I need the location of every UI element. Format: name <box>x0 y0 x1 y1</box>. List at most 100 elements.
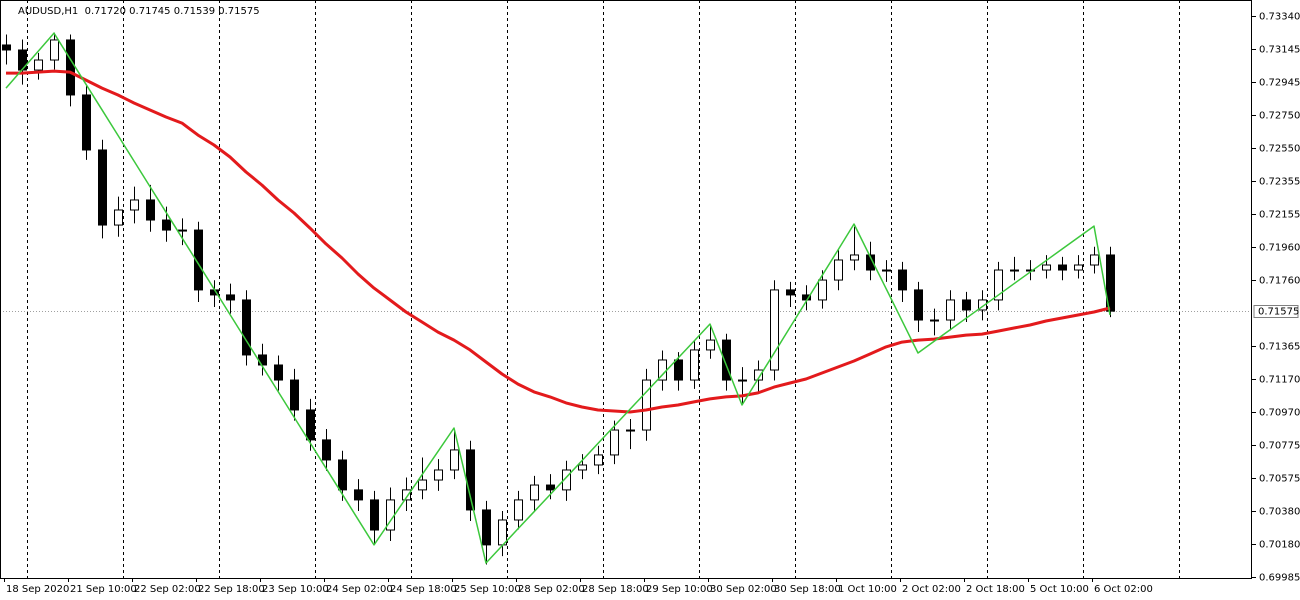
y-tick-label: 0.69985 <box>1259 573 1300 584</box>
candle-body <box>914 289 923 321</box>
candle-body <box>322 439 331 461</box>
candle-body <box>930 319 939 322</box>
candle-body <box>338 459 347 491</box>
candle-body <box>898 269 907 291</box>
candle-body <box>610 429 619 456</box>
candle-body <box>1090 254 1099 266</box>
y-tick-label: 0.71170 <box>1259 375 1300 386</box>
y-tick-label: 0.70970 <box>1259 408 1300 419</box>
candle-body <box>818 279 827 301</box>
candle-body <box>514 499 523 521</box>
candle-body <box>258 354 267 366</box>
x-tick-label: 2 Oct 02:00 <box>902 584 961 595</box>
candle-body <box>674 359 683 381</box>
candle-body <box>498 519 507 546</box>
x-tick-label: 29 Sep 10:00 <box>646 584 713 595</box>
candle-body <box>546 484 555 491</box>
candle-body <box>450 449 459 471</box>
candle-body <box>290 379 299 411</box>
y-tick-label: 0.72155 <box>1259 210 1300 221</box>
candle-body <box>114 209 123 226</box>
candle-body <box>882 269 891 272</box>
candle-body <box>1010 269 1019 272</box>
candle-body <box>946 299 955 321</box>
candle-body <box>274 364 283 381</box>
candle-body <box>626 429 635 432</box>
candle-body <box>226 294 235 301</box>
x-tick-label: 25 Sep 10:00 <box>454 584 521 595</box>
candle-body <box>594 454 603 466</box>
x-tick-label: 28 Sep 02:00 <box>518 584 585 595</box>
candle-body <box>690 349 699 381</box>
x-tick-label: 22 Sep 02:00 <box>134 584 201 595</box>
plot-frame <box>0 0 1252 579</box>
candle-body <box>306 409 315 441</box>
candle-body <box>642 379 651 431</box>
candle-body <box>850 254 859 261</box>
candle-body <box>434 469 443 481</box>
candle-body <box>162 219 171 231</box>
y-tick-label: 0.73340 <box>1259 12 1300 23</box>
x-tick-label: 2 Oct 18:00 <box>966 584 1025 595</box>
candle-body <box>194 229 203 291</box>
candle-body <box>1106 254 1115 312</box>
candle-body <box>994 269 1003 301</box>
candle-body <box>738 379 747 382</box>
x-tick-label: 21 Sep 10:00 <box>70 584 137 595</box>
indicator-line <box>5 32 1111 564</box>
x-tick-label: 24 Sep 18:00 <box>390 584 457 595</box>
x-tick-label: 6 Oct 02:00 <box>1094 584 1153 595</box>
candle-body <box>562 469 571 491</box>
x-tick-label: 30 Sep 02:00 <box>710 584 777 595</box>
candle-body <box>146 199 155 221</box>
candle-body <box>130 199 139 211</box>
y-tick-label: 0.73145 <box>1259 45 1300 56</box>
x-tick-label: 1 Oct 10:00 <box>838 584 897 595</box>
candle-body <box>50 39 59 61</box>
candle-body <box>370 499 379 531</box>
x-tick-label: 23 Sep 10:00 <box>262 584 329 595</box>
y-tick-label: 0.70575 <box>1259 474 1300 485</box>
candle-body <box>82 94 91 151</box>
candle-body <box>706 339 715 351</box>
candle-body <box>66 39 75 96</box>
candle-body <box>34 59 43 71</box>
candle-body <box>98 149 107 226</box>
candle-body <box>418 479 427 491</box>
chart-title: AUDUSD,H1 0.71720 0.71745 0.71539 0.7157… <box>18 6 260 17</box>
x-tick-label: 22 Sep 18:00 <box>198 584 265 595</box>
candle-body <box>834 259 843 281</box>
y-tick-label: 0.72750 <box>1259 111 1300 122</box>
candle-body <box>722 339 731 381</box>
candle-body <box>178 229 187 232</box>
indicator-line <box>6 69 1111 414</box>
x-tick-label: 5 Oct 10:00 <box>1030 584 1089 595</box>
y-tick-label: 0.70775 <box>1259 441 1300 452</box>
candle-body <box>578 464 587 471</box>
y-tick-label: 0.71365 <box>1259 342 1300 353</box>
y-tick-label: 0.70180 <box>1259 540 1300 551</box>
candle-body <box>402 489 411 501</box>
y-tick-label: 0.71960 <box>1259 243 1300 254</box>
y-tick-label: 0.72550 <box>1259 144 1300 155</box>
y-tick-label: 0.71760 <box>1259 276 1300 287</box>
x-tick-label: 30 Sep 18:00 <box>774 584 841 595</box>
candle-body <box>2 44 11 51</box>
x-tick-label: 24 Sep 02:00 <box>326 584 393 595</box>
plot-area <box>0 0 1252 578</box>
y-tick-label: 0.72355 <box>1259 177 1300 188</box>
price-tag <box>1253 305 1299 318</box>
candle-body <box>466 449 475 511</box>
price-tag-label: 0.71575 <box>1258 307 1299 318</box>
candle-body <box>482 509 491 546</box>
y-tick-label: 0.70380 <box>1259 507 1300 518</box>
candle-body <box>866 254 875 271</box>
candle-body <box>242 299 251 356</box>
x-tick-label: 28 Sep 18:00 <box>582 584 649 595</box>
candle-body <box>978 299 987 311</box>
candle-body <box>354 489 363 501</box>
candle-body <box>1074 264 1083 271</box>
